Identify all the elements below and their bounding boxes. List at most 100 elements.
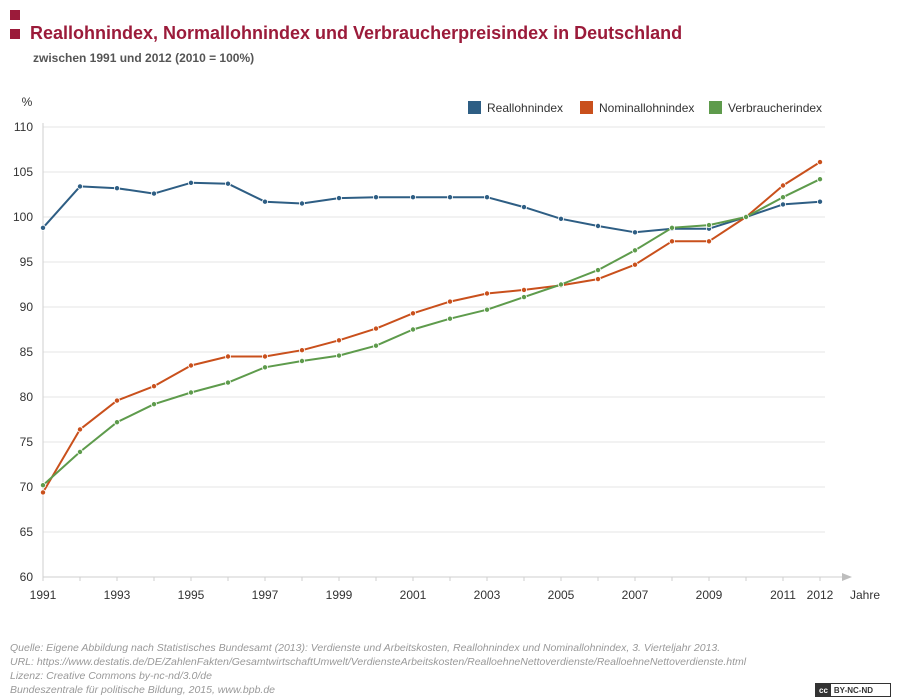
x-tick-label: 2001 bbox=[400, 588, 427, 602]
title-marker bbox=[10, 29, 20, 39]
data-point-nominallohnindex bbox=[483, 290, 490, 297]
legend-label: Verbraucherindex bbox=[728, 101, 822, 115]
data-point-reallohnindex bbox=[77, 183, 84, 190]
series-line-verbraucherindex bbox=[42, 178, 821, 486]
data-point-reallohnindex bbox=[409, 194, 416, 201]
data-point-reallohnindex bbox=[595, 222, 602, 229]
y-tick-label: 65 bbox=[20, 525, 34, 539]
data-point-nominallohnindex bbox=[77, 426, 84, 433]
legend-label: Reallohnindex bbox=[487, 101, 563, 115]
title-marker-top bbox=[10, 10, 20, 20]
data-point-reallohnindex bbox=[298, 200, 305, 207]
y-tick-label: 75 bbox=[20, 435, 34, 449]
data-point-nominallohnindex bbox=[40, 489, 47, 496]
data-point-verbraucherindex bbox=[77, 448, 84, 455]
data-point-nominallohnindex bbox=[669, 238, 676, 245]
data-point-nominallohnindex bbox=[632, 261, 639, 268]
x-tick-label: 2011 bbox=[770, 588, 796, 602]
y-tick-label: 85 bbox=[20, 345, 34, 359]
data-point-verbraucherindex bbox=[335, 352, 342, 359]
data-point-verbraucherindex bbox=[780, 194, 787, 201]
series-line-reallohnindex bbox=[42, 181, 821, 234]
data-point-nominallohnindex bbox=[372, 325, 379, 332]
x-tick-label: 1991 bbox=[30, 588, 57, 602]
x-tick-label: 2012 bbox=[807, 588, 834, 602]
data-point-reallohnindex bbox=[187, 179, 194, 186]
data-point-verbraucherindex bbox=[817, 176, 824, 183]
x-tick-label: 2009 bbox=[696, 588, 723, 602]
x-tick-label: 2003 bbox=[474, 588, 501, 602]
data-point-verbraucherindex bbox=[409, 326, 416, 333]
axes bbox=[42, 123, 852, 581]
publisher-line: Bundeszentrale für politische Bildung, 2… bbox=[10, 684, 276, 696]
data-point-reallohnindex bbox=[261, 198, 268, 205]
data-point-nominallohnindex bbox=[224, 353, 231, 360]
data-point-nominallohnindex bbox=[261, 353, 268, 360]
x-axis-label: Jahre bbox=[850, 588, 880, 602]
chart-subtitle: zwischen 1991 und 2012 (2010 = 100%) bbox=[33, 51, 255, 65]
data-point-nominallohnindex bbox=[595, 276, 602, 283]
y-tick-label: 90 bbox=[20, 300, 34, 314]
chart-title: Reallohnindex, Normallohnindex und Verbr… bbox=[30, 23, 683, 43]
data-point-verbraucherindex bbox=[114, 419, 121, 426]
data-point-verbraucherindex bbox=[483, 306, 490, 313]
data-point-verbraucherindex bbox=[743, 213, 750, 220]
data-point-reallohnindex bbox=[224, 180, 231, 187]
data-point-nominallohnindex bbox=[521, 286, 528, 293]
legend-swatch bbox=[580, 101, 593, 114]
data-point-nominallohnindex bbox=[187, 362, 194, 369]
x-axis-arrow-icon bbox=[842, 573, 852, 581]
cc-license-badge: cc BY-NC-ND bbox=[815, 683, 891, 697]
data-point-nominallohnindex bbox=[409, 310, 416, 317]
data-point-verbraucherindex bbox=[595, 267, 602, 274]
data-point-verbraucherindex bbox=[372, 342, 379, 349]
data-point-reallohnindex bbox=[780, 201, 787, 208]
data-point-verbraucherindex bbox=[632, 247, 639, 254]
data-point-verbraucherindex bbox=[706, 222, 713, 229]
data-point-nominallohnindex bbox=[706, 238, 713, 245]
data-point-verbraucherindex bbox=[40, 482, 47, 489]
y-tick-label: 70 bbox=[20, 480, 34, 494]
data-point-verbraucherindex bbox=[224, 379, 231, 386]
series-line-nominallohnindex bbox=[42, 161, 821, 493]
data-point-nominallohnindex bbox=[335, 337, 342, 344]
x-tick-label: 2005 bbox=[548, 588, 575, 602]
url-line: URL: https://www.destatis.de/DE/ZahlenFa… bbox=[10, 656, 747, 668]
x-tick-label: 1997 bbox=[252, 588, 279, 602]
data-point-reallohnindex bbox=[817, 198, 824, 205]
data-point-nominallohnindex bbox=[780, 182, 787, 189]
x-tick-label: 1993 bbox=[104, 588, 131, 602]
data-point-verbraucherindex bbox=[187, 389, 194, 396]
data-point-reallohnindex bbox=[335, 195, 342, 202]
data-point-verbraucherindex bbox=[150, 401, 157, 408]
legend-label: Nominallohnindex bbox=[599, 101, 694, 115]
legend: Reallohnindex Nominallohnindex Verbraucher… bbox=[468, 101, 822, 115]
y-axis-ticks: 60 65 70 75 80 85 90 95 100 105 110 bbox=[13, 120, 33, 584]
data-point-reallohnindex bbox=[372, 194, 379, 201]
x-axis-ticks: 1991 1993 1995 1997 1999 2001 2003 2005 2007 2009… bbox=[30, 577, 834, 602]
data-point-nominallohnindex bbox=[446, 298, 453, 305]
data-point-reallohnindex bbox=[150, 190, 157, 197]
y-tick-label: 80 bbox=[20, 390, 34, 404]
data-point-reallohnindex bbox=[114, 185, 121, 192]
series-layer bbox=[40, 159, 824, 496]
data-point-reallohnindex bbox=[632, 229, 639, 236]
legend-swatch bbox=[468, 101, 481, 114]
y-axis-label: % bbox=[22, 95, 33, 109]
legend-swatch bbox=[709, 101, 722, 114]
data-point-reallohnindex bbox=[40, 224, 47, 231]
data-point-reallohnindex bbox=[521, 204, 528, 211]
grid-lines bbox=[43, 126, 825, 533]
y-tick-label: 60 bbox=[20, 570, 34, 584]
y-tick-label: 100 bbox=[13, 210, 33, 224]
source-notes: Quelle: Eigene Abbildung nach Statistisc… bbox=[10, 641, 746, 697]
data-point-verbraucherindex bbox=[446, 315, 453, 322]
data-point-nominallohnindex bbox=[150, 383, 157, 390]
y-tick-label: 95 bbox=[20, 255, 34, 269]
data-point-nominallohnindex bbox=[298, 347, 305, 354]
license-line: Lizenz: Creative Commons by-nc-nd/3.0/de bbox=[10, 670, 212, 682]
data-point-nominallohnindex bbox=[817, 159, 824, 166]
y-tick-label: 110 bbox=[14, 120, 33, 134]
data-point-nominallohnindex bbox=[114, 397, 121, 404]
